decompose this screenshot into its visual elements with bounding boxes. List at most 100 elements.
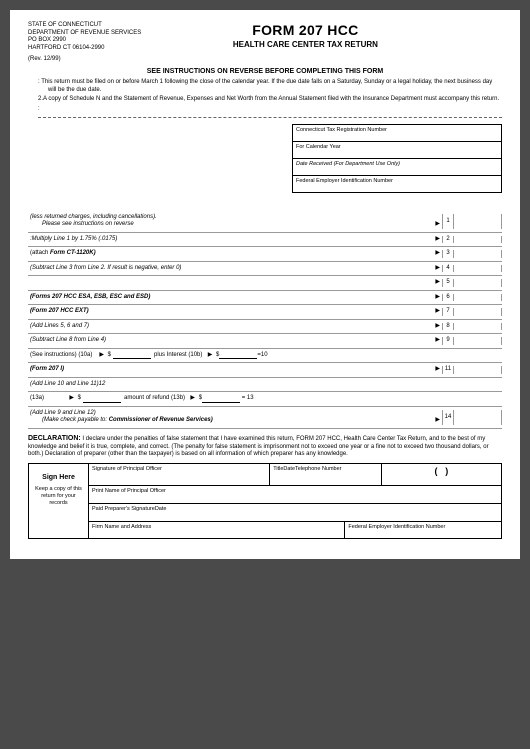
triangle-icon: ▶ [435,221,440,229]
form-number: FORM 207 HCC [198,22,414,40]
line-2-text: :Multiply Line 1 by 1.75% (.0175) [30,236,433,244]
triangle-icon: ▶ [435,279,440,287]
line-2-num: 2 [442,236,454,244]
sig-title-date[interactable]: TitleDateTelephone Number [270,464,382,485]
line-3-text: (attach Form CT-1120K) [30,250,433,258]
see-instructions: SEE INSTRUCTIONS ON REVERSE BEFORE COMPL… [28,68,502,77]
triangle-icon: ▶ [435,294,440,302]
po-line: PO BOX 2990 [28,37,190,45]
sig-row-2: Print Name of Principal Officer [89,486,501,504]
dashed-rule [38,117,502,118]
line-11-text: (Form 207 I) [30,366,433,374]
line-10: (See instructions) (10a) ▶ $ plus Intere… [28,349,502,364]
agency-block: STATE OF CONNECTICUT DEPARTMENT OF REVEN… [28,22,190,64]
signature-block: Sign Here Keep a copy of this return for… [28,463,502,540]
declaration-text: I declare under the penalties of false s… [28,436,489,457]
sign-here-panel: Sign Here Keep a copy of this return for… [29,464,89,539]
keep-copy-text: Keep a copy of this return for your reco… [33,486,84,507]
line-3-num: 3 [442,250,454,258]
line-9-value[interactable] [454,337,502,345]
signature-grid: Signature of Principal Officer TitleDate… [89,464,501,539]
line-1-num: 1 [442,214,454,229]
sign-here-label: Sign Here [33,474,84,483]
state-line: STATE OF CONNECTICUT [28,22,190,30]
triangle-icon: ▶ [435,337,440,345]
line-13a-value[interactable] [83,396,121,403]
line-9-num: 9 [442,337,454,345]
line-1: (less returned charges, including cancel… [28,211,502,233]
line-4-num: 4 [442,265,454,273]
line-13b-value[interactable] [202,396,240,403]
line-2: :Multiply Line 1 by 1.75% (.0175) ▶ 2 [28,233,502,248]
line-12: (Add Line 10 and Line 11)12 [28,378,502,393]
city-line: HARTFORD CT 06104-2990 [28,45,190,53]
line-7-value[interactable] [454,308,502,316]
declaration-label: DECLARATION: [28,435,81,442]
sig-row-3: Paid Preparer's SignatureDate [89,504,501,522]
sig-print-name[interactable]: Print Name of Principal Officer [89,486,501,503]
title-block: FORM 207 HCC HEALTH CARE CENTER TAX RETU… [198,22,414,64]
line-10a-value[interactable] [113,352,151,359]
triangle-icon: ▶ [435,250,440,258]
computation-lines: (less returned charges, including cancel… [28,211,502,429]
revision: (Rev. 12/99) [28,56,190,64]
line-3-value[interactable] [454,250,502,258]
line-14-value[interactable] [454,410,502,425]
sig-phone[interactable]: ( ) [382,464,501,485]
line-10-text: (See instructions) (10a) ▶ $ plus Intere… [30,352,442,360]
line-7-num: 7 [442,308,454,316]
line-5: ▶ 5 [28,276,502,291]
line-14: (Add Line 9 and Line 12) (Make check pay… [28,407,502,429]
line-2-value[interactable] [454,236,502,244]
note-1: : This return must be filed on or before… [38,79,502,94]
form-name: HEALTH CARE CENTER TAX RETURN [198,40,414,50]
triangle-icon: ▶ [435,308,440,316]
line-5-num: 5 [442,279,454,287]
note-colon: : [38,106,502,114]
line-11-num: 11 [442,366,454,374]
sig-row-4: Firm Name and Address Federal Employer I… [89,522,501,539]
line-11-value[interactable] [454,366,502,374]
line-9-text: (Subtract Line 8 from Line 4) [30,337,433,345]
line-12-text: (Add Line 10 and Line 11)12 [30,381,442,389]
registration-box: Connecticut Tax Registration Number For … [292,124,502,193]
sig-row-1: Signature of Principal Officer TitleDate… [89,464,501,486]
form-page: STATE OF CONNECTICUT DEPARTMENT OF REVEN… [10,10,520,559]
line-8: (Add Lines 5, 6 and 7) ▶ 8 [28,320,502,335]
line-13: (13a) ▶ $ amount of refund (13b) ▶ $ = 1… [28,392,502,407]
line-11: (Form 207 I) ▶ 11 [28,363,502,378]
line-6-text: (Forms 207 HCC ESA, ESB, ESC and ESD) [30,294,433,302]
line-9: (Subtract Line 8 from Line 4) ▶ 9 [28,334,502,349]
line-4-text: (Subtract Line 3 from Line 2. If result … [30,265,433,273]
reg-fein: Federal Employer Identification Number [293,176,501,192]
line-1-text: (less returned charges, including cancel… [30,214,433,229]
sig-fein[interactable]: Federal Employer Identification Number [345,522,501,539]
line-7-text: (Form 207 HCC EXT) [30,308,433,316]
note-2: 2.A copy of Schedule N and the Statement… [38,96,502,104]
line-8-value[interactable] [454,323,502,331]
line-14-text: (Add Line 9 and Line 12) (Make check pay… [30,410,433,425]
triangle-icon: ▶ [435,417,440,425]
line-6-num: 6 [442,294,454,302]
header: STATE OF CONNECTICUT DEPARTMENT OF REVEN… [28,22,502,64]
line-4-value[interactable] [454,265,502,273]
triangle-icon: ▶ [435,265,440,273]
line-8-text: (Add Lines 5, 6 and 7) [30,323,433,331]
sig-firm[interactable]: Firm Name and Address [89,522,345,539]
line-5-value[interactable] [454,279,502,287]
line-6-value[interactable] [454,294,502,302]
line-1-value[interactable] [454,214,502,229]
filing-notes: : This return must be filed on or before… [38,79,502,118]
line-3: (attach Form CT-1120K) ▶ 3 [28,247,502,262]
sig-preparer[interactable]: Paid Preparer's SignatureDate [89,504,501,521]
line-14-num: 14 [442,410,454,425]
triangle-icon: ▶ [435,323,440,331]
line-10b-value[interactable] [219,352,257,359]
line-4: (Subtract Line 3 from Line 2. If result … [28,262,502,277]
line-6: (Forms 207 HCC ESA, ESB, ESC and ESD) ▶ … [28,291,502,306]
dept-line: DEPARTMENT OF REVENUE SERVICES [28,30,190,38]
line-13-text: (13a) ▶ $ amount of refund (13b) ▶ $ = 1… [30,395,442,403]
sig-principal-officer[interactable]: Signature of Principal Officer [89,464,270,485]
line-8-num: 8 [442,323,454,331]
reg-date-received: Date Received (For Department Use Only) [293,159,501,176]
